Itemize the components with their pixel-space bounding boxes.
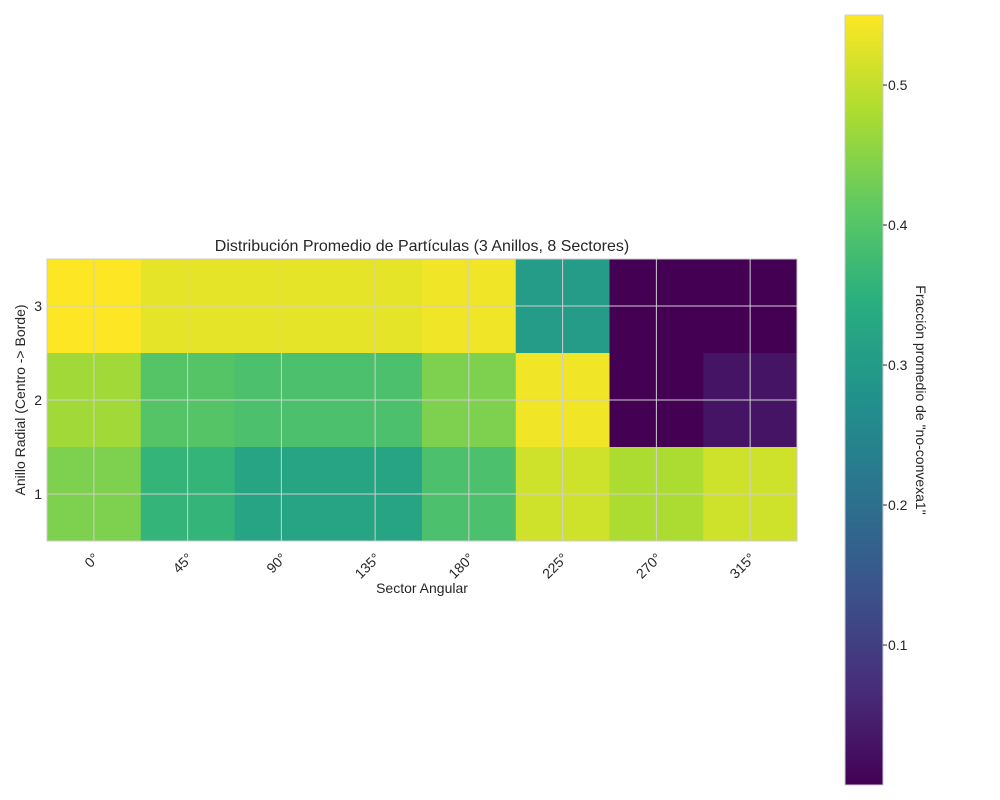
colorbar-tick-label: 0.5 xyxy=(888,77,908,93)
x-tick-label: 225° xyxy=(539,550,571,582)
x-tick-label: 135° xyxy=(351,550,383,582)
x-axis-label: Sector Angular xyxy=(376,580,468,596)
plot-frame xyxy=(46,258,798,542)
y-tick-label: 3 xyxy=(34,298,42,314)
y-tick-label: 1 xyxy=(34,486,42,502)
colorbar-tick-label: 0.4 xyxy=(888,217,908,233)
colorbar xyxy=(844,14,884,786)
x-tick-label: 45° xyxy=(169,550,195,576)
y-axis-label: Anillo Radial (Centro -> Borde) xyxy=(12,304,28,495)
y-tick-label: 2 xyxy=(34,392,42,408)
colorbar-tick-label: 0.1 xyxy=(888,637,908,653)
colorbar-tick-label: 0.2 xyxy=(888,497,908,513)
x-tick-label: 180° xyxy=(445,550,477,582)
colorbar-tick-label: 0.3 xyxy=(888,357,908,373)
grid-lines xyxy=(47,259,797,541)
x-tick-labels: 0° 45° 90° 135° 180° 225° 270° 315° xyxy=(81,550,758,582)
colorbar-ticks: 0.1 0.2 0.3 0.4 0.5 xyxy=(883,77,908,653)
colorbar-label: Fracción promedio de "no-convexa1" xyxy=(913,285,929,514)
x-tick-label: 0° xyxy=(81,550,102,571)
x-tick-label: 315° xyxy=(726,550,758,582)
y-tick-labels: 3 2 1 xyxy=(34,298,42,502)
chart-title: Distribución Promedio de Partículas (3 A… xyxy=(215,238,629,255)
x-tick-label: 270° xyxy=(633,550,665,582)
x-tick-label: 90° xyxy=(263,550,289,576)
